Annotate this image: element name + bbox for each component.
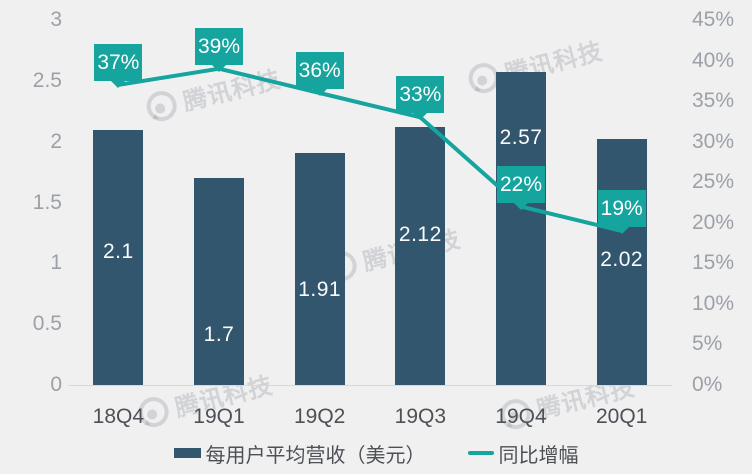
right-axis-tick: 30% [692, 129, 735, 153]
right-axis-tick: 5% [692, 332, 723, 356]
bar-value-label: 1.91 [298, 278, 342, 301]
right-axis-tick: 0% [692, 373, 723, 396]
growth-point-label: 37% [94, 43, 143, 88]
bar-18Q4 [93, 129, 144, 385]
right-axis-tick: 45% [692, 8, 735, 31]
bar-value-label: 2.1 [102, 240, 134, 263]
left-axis-tick: 1 [50, 251, 62, 275]
right-axis-tick: 35% [692, 89, 735, 113]
right-axis-tick: 25% [692, 170, 735, 194]
legend-item-growth: 同比增幅 [467, 439, 579, 468]
left-axis-tick: 0 [50, 373, 62, 396]
bar-value-label: 2.02 [600, 248, 644, 271]
bar-19Q4 [496, 72, 546, 385]
left-axis-tick: 3 [50, 8, 62, 31]
legend-label-arpu: 每用户平均营收（美元） [205, 444, 426, 467]
category-label: 19Q3 [394, 405, 447, 428]
category-label: 20Q1 [595, 405, 648, 428]
label-pointer [212, 64, 226, 72]
category-label: 18Q4 [92, 405, 145, 428]
chart-legend: 每用户平均营收（美元） 同比增幅 [0, 439, 752, 468]
left-axis-tick: 0.5 [32, 312, 62, 336]
legend-item-arpu: 每用户平均营收（美元） [173, 439, 426, 468]
x-axis-baseline [68, 385, 672, 386]
bar-20Q1 [596, 139, 647, 385]
bar-value-label: 1.7 [203, 323, 235, 346]
right-axis-tick: 20% [692, 210, 735, 234]
right-axis-tick: 10% [692, 291, 735, 315]
growth-point-label: 22% [497, 165, 545, 210]
bar-19Q1 [194, 178, 244, 385]
label-pointer [111, 80, 126, 88]
left-axis-tick: 2 [50, 129, 62, 153]
label-pointer [614, 226, 629, 234]
right-axis-tick: 40% [692, 48, 735, 72]
growth-point-label: 19% [597, 189, 646, 234]
growth-point-label: 36% [295, 52, 344, 96]
legend-label-growth: 同比增幅 [498, 444, 579, 467]
growth-point-label: 33% [396, 76, 445, 121]
growth-point-label: 39% [195, 27, 243, 72]
bar-19Q3 [395, 127, 446, 385]
bar-value-label: 2.12 [398, 223, 442, 246]
bar-series-swatch [173, 448, 201, 458]
label-pointer [413, 113, 428, 121]
label-pointer [312, 89, 327, 96]
label-pointer [514, 202, 528, 210]
left-axis-tick: 1.5 [32, 190, 62, 214]
category-label: 19Q1 [193, 405, 245, 428]
right-axis-tick: 15% [692, 251, 735, 275]
category-label: 19Q4 [495, 405, 547, 428]
line-series-swatch [467, 451, 494, 455]
category-label: 19Q2 [293, 405, 346, 428]
bar-value-label: 2.57 [499, 126, 543, 149]
left-axis-tick: 2.5 [32, 68, 62, 92]
bar-19Q2 [294, 152, 345, 385]
